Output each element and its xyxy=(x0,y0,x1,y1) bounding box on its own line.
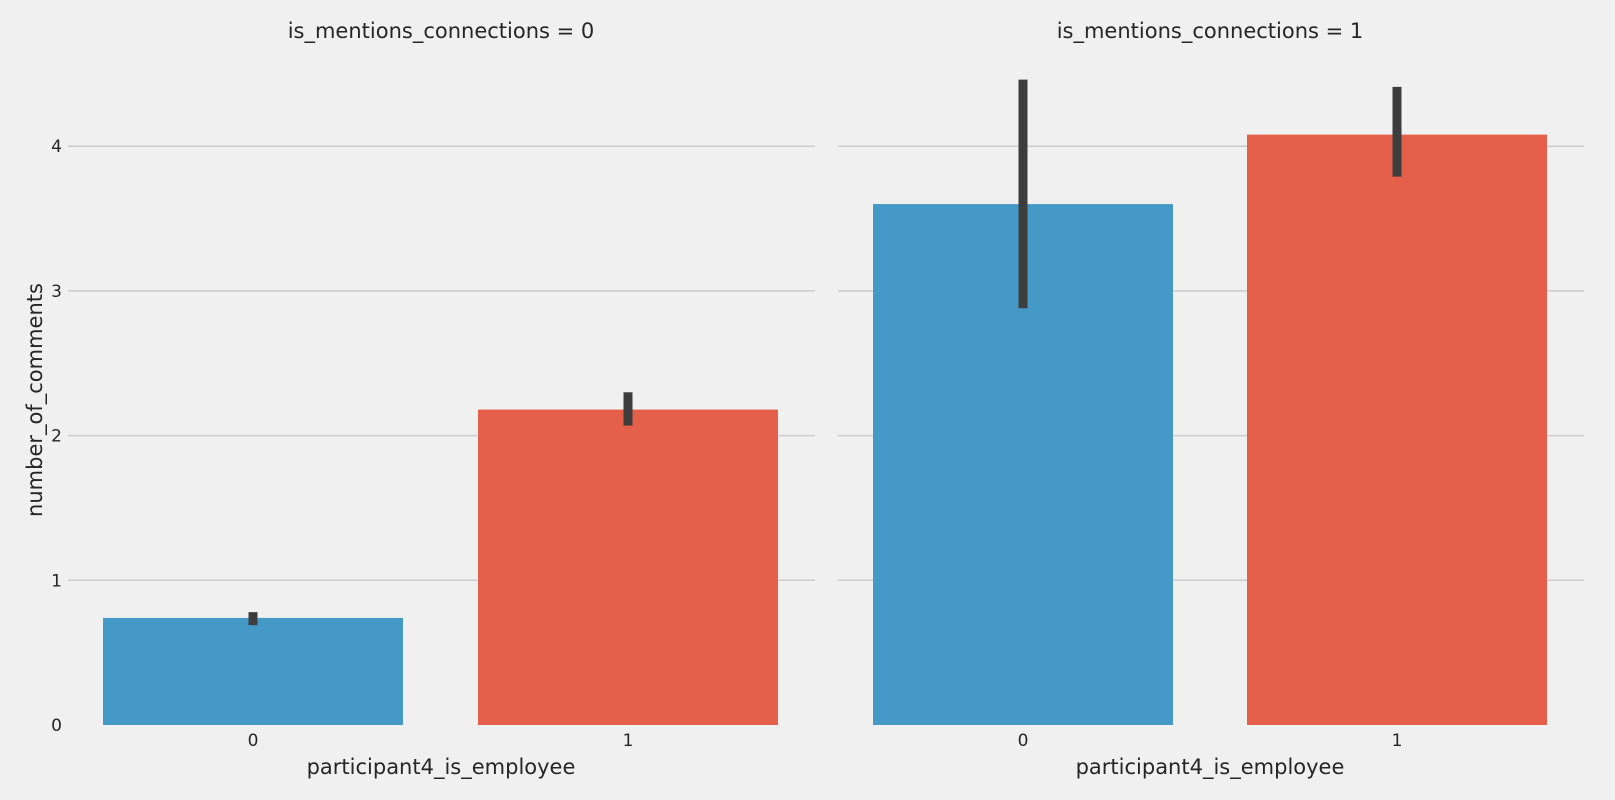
y-tick-label: 2 xyxy=(51,427,62,447)
bar-panel1-cat1 xyxy=(1247,134,1547,725)
y-tick-label: 3 xyxy=(51,282,62,302)
y-tick-label: 1 xyxy=(51,571,62,591)
x-axis-label-right: participant4_is_employee xyxy=(1076,755,1345,780)
y-ticks: 0 1 2 3 4 xyxy=(51,137,62,736)
x-tick-label: 1 xyxy=(623,731,634,751)
bar-panel0-cat1 xyxy=(478,409,778,725)
y-tick-label: 0 xyxy=(51,716,62,736)
x-tick-label: 0 xyxy=(248,731,259,751)
x-tick-label: 0 xyxy=(1018,731,1029,751)
bar-panel0-cat0 xyxy=(103,617,403,725)
panel-title-right: is_mentions_connections = 1 xyxy=(1057,19,1364,44)
y-tick-label: 4 xyxy=(51,137,62,157)
x-tick-label: 1 xyxy=(1392,731,1403,751)
bars-right xyxy=(873,79,1547,725)
panel-title-left: is_mentions_connections = 0 xyxy=(288,19,595,44)
x-axis-label-left: participant4_is_employee xyxy=(307,755,576,780)
y-axis-label: number_of_comments xyxy=(23,283,48,517)
bars-left xyxy=(103,392,778,725)
